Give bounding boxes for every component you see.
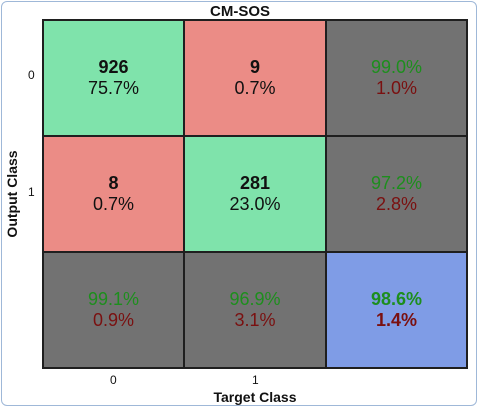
col-0-error: 0.9% xyxy=(92,310,135,330)
col-0-summary: 99.1% 0.9% xyxy=(44,253,183,367)
overall-error: 1.4% xyxy=(375,310,418,330)
cell-0-1-percent: 0.7% xyxy=(234,78,276,98)
col-0-correct: 99.1% xyxy=(87,288,140,309)
chart-title: CM-SOS xyxy=(210,3,270,20)
x-tick-1: 1 xyxy=(252,373,259,387)
cell-0-0-percent: 75.7% xyxy=(87,78,140,98)
col-1-summary: 96.9% 3.1% xyxy=(185,253,325,367)
overall-correct: 98.6% xyxy=(370,288,423,309)
confusion-matrix: 926 75.7% 9 0.7% 99.0% 1.0% 8 0.7% 281 2… xyxy=(42,19,468,369)
cell-0-1: 9 0.7% xyxy=(185,21,325,135)
cell-1-1-percent: 23.0% xyxy=(229,194,281,214)
cell-1-1-count: 281 xyxy=(239,172,271,193)
cell-1-1: 281 23.0% xyxy=(185,137,325,251)
cell-1-0: 8 0.7% xyxy=(44,137,183,251)
col-1-error: 3.1% xyxy=(234,310,276,330)
x-axis-label: Target Class xyxy=(213,389,297,405)
x-tick-0: 0 xyxy=(110,373,117,387)
overall-summary: 98.6% 1.4% xyxy=(327,253,466,367)
row-1-summary: 97.2% 2.8% xyxy=(327,137,466,251)
cell-0-0-count: 926 xyxy=(98,56,129,77)
col-1-correct: 96.9% xyxy=(229,288,281,309)
cell-1-0-percent: 0.7% xyxy=(92,194,135,214)
cell-0-1-count: 9 xyxy=(249,56,260,77)
y-tick-0: 0 xyxy=(28,68,35,82)
row-0-correct: 99.0% xyxy=(370,56,423,77)
row-0-summary: 99.0% 1.0% xyxy=(327,21,466,135)
cell-0-0: 926 75.7% xyxy=(44,21,183,135)
cell-1-0-count: 8 xyxy=(108,172,119,193)
y-tick-1: 1 xyxy=(28,185,35,199)
row-1-error: 2.8% xyxy=(375,194,418,214)
row-0-error: 1.0% xyxy=(375,78,418,98)
y-axis-label: Output Class xyxy=(4,150,20,238)
row-1-correct: 97.2% xyxy=(370,172,423,193)
